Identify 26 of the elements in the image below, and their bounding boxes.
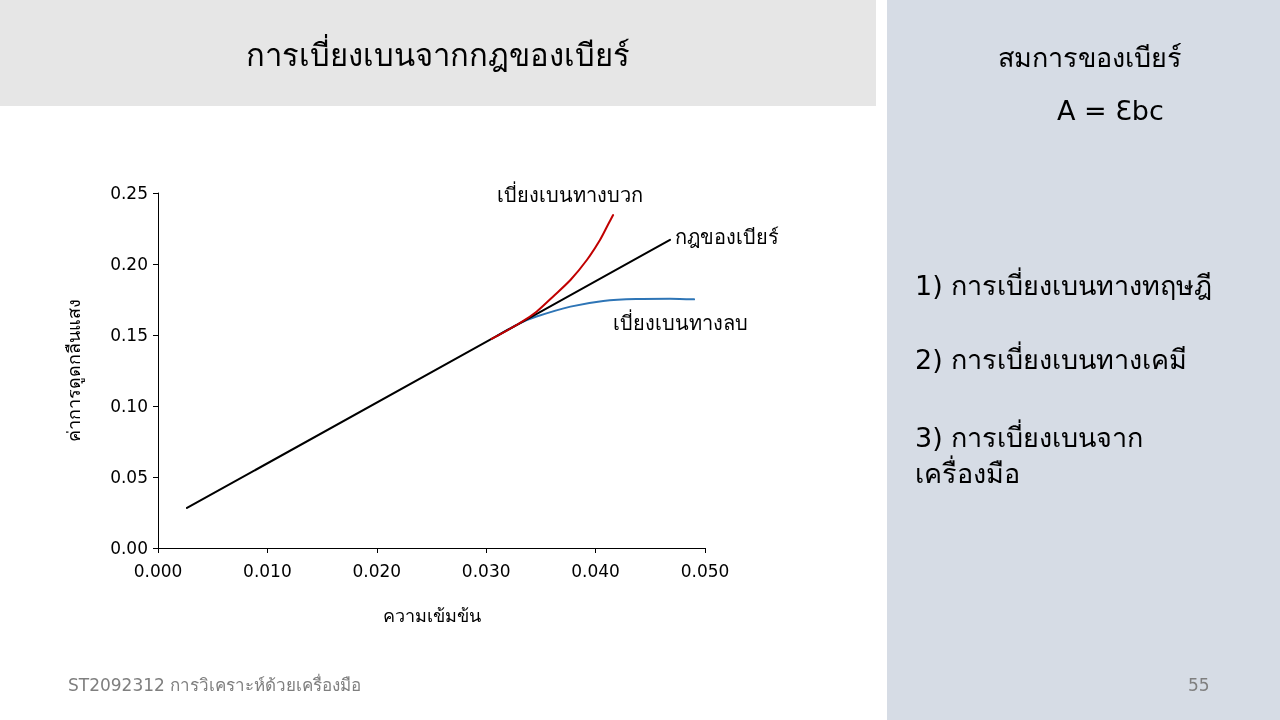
x-tick-label: 0.030	[461, 560, 511, 581]
y-tick-label: 0.25	[110, 183, 148, 203]
text: A = Ɛbc	[1057, 94, 1164, 128]
x-axis-title: ความเข้มข้น	[382, 604, 481, 626]
series-label: กฎของเบียร์	[674, 224, 779, 249]
text: ST2092312 การวิเคราะห์ด้วยเครื่องมือ	[68, 674, 362, 697]
text: 55	[1188, 674, 1210, 697]
line-series	[490, 214, 615, 340]
text: 3) การเบี่ยงเบนจากเครื่องมือ	[915, 420, 1145, 492]
y-tick-label: 0.20	[110, 254, 148, 274]
text: 1) การเบี่ยงเบนทางทฤษฎี	[915, 268, 1213, 303]
x-tick-label: 0.000	[133, 560, 183, 581]
x-tick-label: 0.010	[243, 560, 292, 581]
x-tick-label: 0.040	[571, 560, 620, 581]
x-tick-label: 0.050	[680, 560, 730, 581]
x-tick-label: 0.020	[352, 560, 402, 581]
y-tick-label: 0.05	[110, 467, 148, 487]
text: สมการของเบียร์	[998, 41, 1182, 75]
y-tick-label: 0.00	[110, 538, 148, 558]
series-label: เบี่ยงเบนทางบวก	[497, 181, 644, 208]
y-axis-title: ค่าการดูดกลืนแสง	[62, 299, 85, 442]
y-tick-label: 0.10	[110, 396, 148, 416]
series-label: เบี่ยงเบนทางลบ	[613, 309, 749, 336]
y-tick-label: 0.15	[110, 325, 148, 345]
chart-title: การเบี่ยงเบนจากกฎของเบียร์	[245, 33, 631, 75]
text: 2) การเบี่ยงเบนทางเคมี	[915, 342, 1188, 377]
